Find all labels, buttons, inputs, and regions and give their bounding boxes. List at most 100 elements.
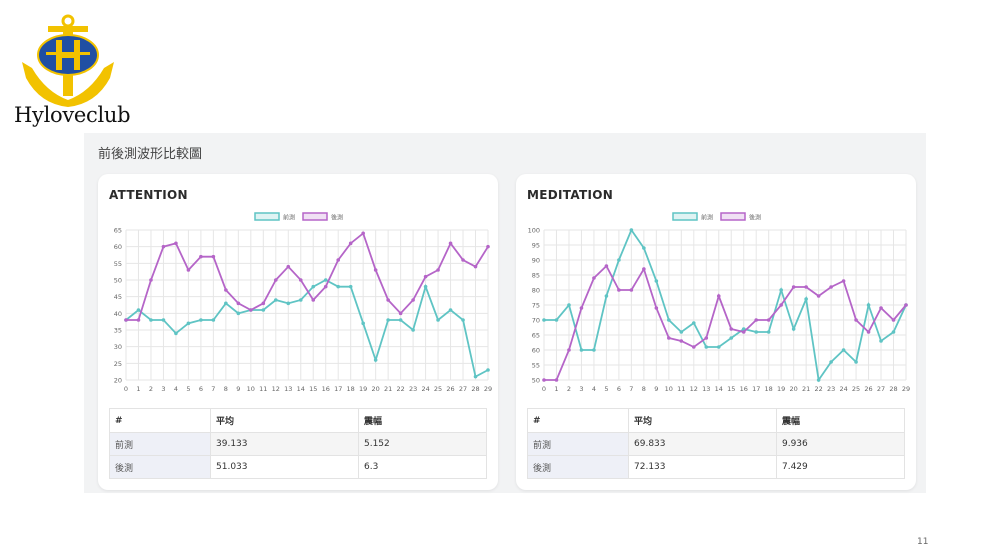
data-point [136, 308, 141, 312]
row-label: 後測 [526, 455, 630, 479]
data-point [741, 330, 746, 334]
x-tick-label: 11 [259, 385, 267, 393]
data-point [804, 285, 808, 289]
y-tick-label: 65 [532, 332, 540, 340]
amplitude-value: 7.429 [775, 455, 906, 479]
data-point [629, 288, 634, 292]
data-point [298, 298, 303, 302]
legend-swatch [302, 212, 328, 221]
data-point [411, 298, 415, 302]
data-point [461, 258, 465, 262]
data-point [779, 303, 783, 307]
data-point [617, 258, 621, 262]
data-point [398, 311, 403, 316]
mean-value: 72.133 [628, 455, 777, 479]
legend-label: 前測 [701, 214, 713, 222]
y-tick-label: 60 [532, 347, 540, 355]
data-point [323, 284, 328, 289]
data-point [361, 231, 365, 236]
legend-label: 後測 [749, 214, 761, 222]
x-tick-label: 12 [272, 385, 280, 393]
data-point [592, 276, 596, 280]
x-tick-label: 2 [567, 385, 571, 393]
x-tick-label: 4 [174, 385, 178, 393]
data-point [779, 288, 783, 292]
data-point [461, 318, 465, 322]
data-point [386, 298, 390, 302]
y-tick-label: 80 [532, 287, 540, 295]
x-tick-label: 7 [629, 385, 633, 393]
row-label: 前測 [526, 432, 630, 456]
data-point [161, 318, 166, 322]
data-point [766, 330, 771, 334]
table-header: 平均 [210, 408, 359, 433]
y-tick-label: 45 [114, 293, 122, 301]
y-tick-label: 30 [114, 343, 122, 351]
series-line [126, 231, 489, 321]
x-tick-label: 13 [702, 385, 710, 393]
data-point [816, 378, 821, 382]
data-point [261, 308, 266, 312]
x-tick-label: 16 [740, 385, 748, 393]
data-point [149, 278, 153, 282]
data-point [604, 294, 609, 298]
data-point [286, 301, 291, 306]
legend-swatch [720, 212, 746, 221]
data-point [766, 318, 771, 322]
y-tick-label: 95 [532, 242, 540, 250]
data-point [448, 308, 453, 312]
data-point [423, 274, 428, 279]
data-point [679, 339, 684, 343]
data-point [904, 303, 908, 307]
data-point [791, 285, 796, 289]
y-tick-label: 60 [114, 243, 122, 251]
data-point [473, 264, 478, 269]
meditation-card: MEDITATION 前測 後測 50 55 60 65 70 75 80 85 90 95 100 0 1… [516, 174, 916, 490]
data-point [617, 288, 621, 292]
series-line [544, 228, 907, 383]
x-tick-label: 29 [484, 385, 492, 393]
data-point [866, 303, 871, 307]
x-tick-label: 25 [852, 385, 860, 393]
x-tick-label: 21 [384, 385, 392, 393]
data-point [298, 278, 303, 282]
x-tick-label: 0 [542, 385, 546, 393]
amplitude-value: 5.152 [357, 432, 488, 456]
data-point [311, 298, 316, 302]
x-tick-label: 22 [396, 385, 404, 393]
data-point [199, 318, 203, 322]
data-point [124, 318, 128, 322]
x-tick-label: 1 [554, 385, 558, 393]
x-tick-label: 24 [839, 385, 847, 393]
data-point [642, 267, 646, 271]
anchor-logo-icon [22, 14, 114, 107]
data-point [436, 268, 440, 272]
x-tick-label: 15 [727, 385, 735, 393]
data-point [186, 268, 191, 272]
y-tick-label: 75 [532, 302, 540, 310]
data-point [679, 330, 684, 334]
x-tick-label: 8 [642, 385, 646, 393]
data-point [891, 318, 896, 322]
data-point [891, 330, 896, 334]
x-tick-label: 18 [347, 385, 355, 393]
data-point [236, 311, 241, 316]
series-line [544, 264, 907, 381]
logo-anchor [18, 12, 118, 108]
x-tick-label: 6 [199, 385, 203, 393]
x-tick-label: 25 [434, 385, 442, 393]
legend-swatch [672, 212, 698, 221]
y-tick-label: 55 [532, 362, 540, 370]
data-point [879, 339, 883, 343]
data-point [323, 278, 328, 282]
x-tick-label: 26 [864, 385, 872, 393]
y-tick-label: 55 [114, 260, 122, 268]
data-point [136, 318, 141, 322]
data-point [373, 268, 378, 272]
x-tick-label: 19 [359, 385, 367, 393]
data-point [224, 301, 228, 306]
x-tick-label: 23 [409, 385, 417, 393]
table-header-row: # 平均 震幅 [526, 408, 906, 433]
